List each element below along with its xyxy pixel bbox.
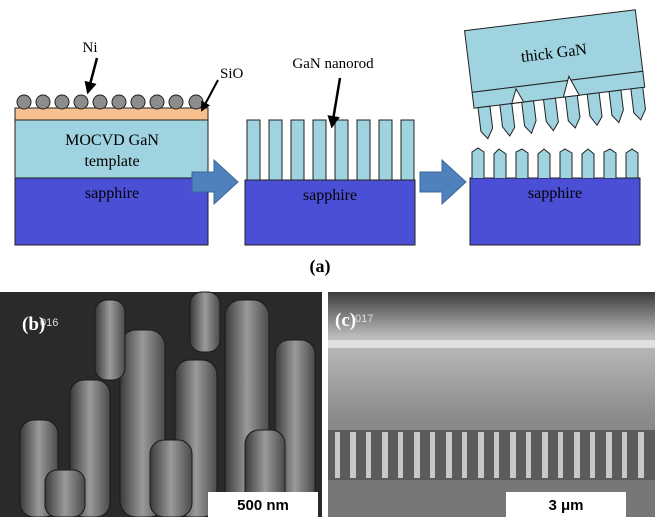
thick-gan-block: thick GaN <box>465 10 649 140</box>
ni-label: Ni <box>83 40 98 56</box>
scale-label: 500 nm <box>237 497 289 514</box>
image-code: 017 <box>355 313 373 325</box>
nanorod-arrow <box>332 78 340 126</box>
sio-arrow <box>202 80 218 110</box>
rod-stubs <box>472 148 638 178</box>
sapphire-label: sapphire <box>85 185 139 202</box>
sem-image-b: 500 nm 016 (b) <box>0 292 322 517</box>
ni-arrow <box>88 58 97 92</box>
process-arrow <box>420 160 466 204</box>
sapphire-label: sapphire <box>303 187 357 204</box>
sio-label: SiO <box>220 66 244 82</box>
step-3: thick GaN sapphire <box>465 10 649 245</box>
step-2: GaN nanorod sapphire <box>245 56 415 245</box>
template-label: MOCVD GaN <box>65 132 159 149</box>
nanorod-label: GaN nanorod <box>292 56 374 72</box>
panel-label: (a) <box>310 256 331 277</box>
nanorods <box>247 120 414 180</box>
panel-label: (c) <box>335 310 356 331</box>
step-1: Ni SiO MOCVD GaN template sapphire <box>15 40 244 245</box>
panel-label: (b) <box>22 314 45 335</box>
sio-layer <box>15 108 208 120</box>
figure: Ni SiO MOCVD GaN template sapphire GaN n… <box>0 0 655 517</box>
template-label: template <box>84 153 139 170</box>
ni-dots <box>17 95 203 109</box>
sem-image-c: 3 μm 017 (c) <box>328 292 655 517</box>
scale-label: 3 μm <box>548 497 583 514</box>
sapphire-label: sapphire <box>528 185 582 202</box>
